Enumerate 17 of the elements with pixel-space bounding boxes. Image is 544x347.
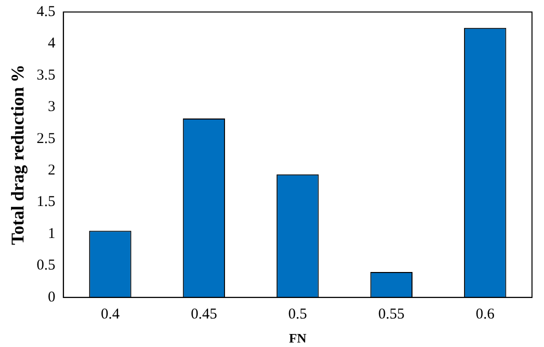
y-tick-label: 2.5 xyxy=(36,130,56,147)
y-tick-label: 4.5 xyxy=(36,4,56,20)
y-tick-label: 0.5 xyxy=(36,258,56,274)
y-tick-label: 3 xyxy=(48,99,56,116)
y-tick-label: 4 xyxy=(48,36,56,52)
x-tick-label: 0.5 xyxy=(288,306,308,322)
y-tick-label: 1 xyxy=(48,226,56,242)
y-tick-label: 2 xyxy=(48,162,56,178)
y-tick-label: 1.5 xyxy=(36,194,56,210)
x-tick-label: 0.45 xyxy=(190,306,218,322)
x-tick-label: 0.55 xyxy=(378,306,405,322)
y-tick-label: 0 xyxy=(48,289,56,306)
x-tick-label: 0.6 xyxy=(476,306,496,322)
y-axis-title: Total drag reduction % xyxy=(7,64,28,245)
x-tick-label: 0.4 xyxy=(100,306,120,322)
y-tick-label: 3.5 xyxy=(36,67,56,84)
x-axis-title: FN xyxy=(289,330,307,346)
